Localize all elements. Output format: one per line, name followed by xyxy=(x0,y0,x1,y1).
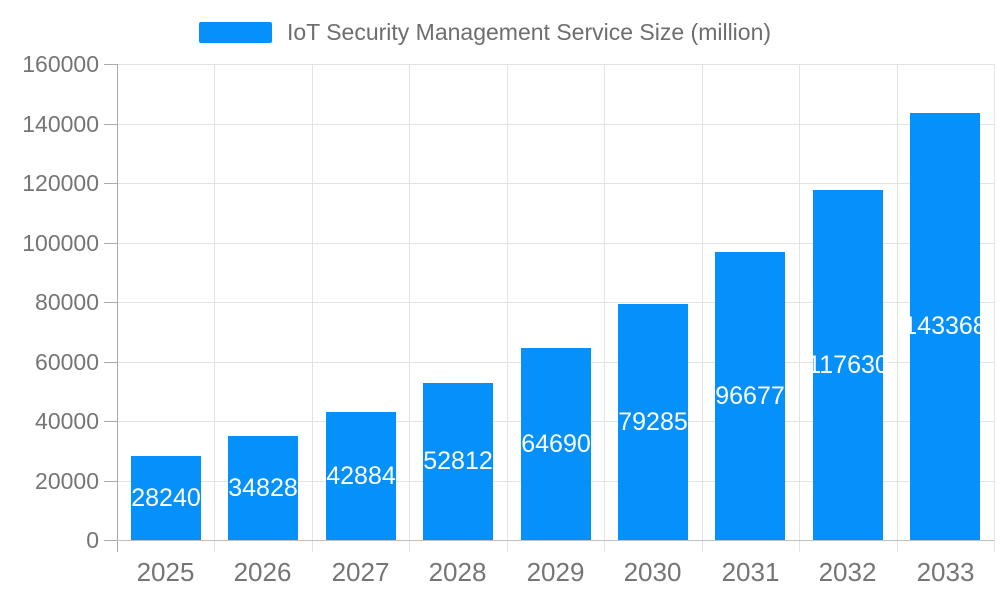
y-tick xyxy=(104,302,117,303)
legend-label: IoT Security Management Service Size (mi… xyxy=(287,19,772,45)
x-tick-label: 2032 xyxy=(818,557,877,587)
gridline-vertical xyxy=(799,64,800,552)
bar[interactable]: 52812 xyxy=(423,383,493,540)
x-tick-label: 2033 xyxy=(916,557,975,587)
y-tick xyxy=(104,243,117,244)
bar[interactable]: 79285 xyxy=(618,304,688,540)
bar[interactable]: 96677 xyxy=(715,252,785,540)
y-tick-label: 20000 xyxy=(35,468,99,494)
gridline-vertical xyxy=(702,64,703,552)
y-axis-line xyxy=(117,64,118,552)
y-tick xyxy=(104,481,117,482)
bar[interactable]: 64690 xyxy=(521,348,591,540)
x-tick-label: 2027 xyxy=(331,557,390,587)
bar-value-label: 79285 xyxy=(618,407,688,436)
bar[interactable]: 42884 xyxy=(326,412,396,540)
gridline-vertical xyxy=(214,64,215,552)
bar-value-label: 96677 xyxy=(715,381,785,410)
bar-value-label: 34828 xyxy=(228,473,298,502)
y-tick-label: 120000 xyxy=(22,170,99,196)
x-tick-label: 2026 xyxy=(233,557,292,587)
x-tick-label: 2030 xyxy=(623,557,682,587)
bar[interactable]: 34828 xyxy=(228,436,298,540)
x-tick-label: 2029 xyxy=(526,557,585,587)
gridline-horizontal xyxy=(117,243,994,244)
gridline-vertical xyxy=(897,64,898,552)
gridline-vertical xyxy=(507,64,508,552)
gridline-vertical xyxy=(604,64,605,552)
x-tick-label: 2031 xyxy=(721,557,780,587)
bar[interactable]: 117630 xyxy=(807,190,889,540)
bar-value-label: 52812 xyxy=(423,447,493,475)
x-tick-label: 2028 xyxy=(428,557,487,587)
y-tick-label: 160000 xyxy=(22,51,99,77)
y-tick-label: 80000 xyxy=(35,289,99,315)
x-tick-label: 2025 xyxy=(136,557,195,587)
bar-value-label: 64690 xyxy=(521,429,591,458)
bar-value-label: 42884 xyxy=(326,461,396,490)
gridline-horizontal xyxy=(117,302,994,303)
y-tick xyxy=(104,183,117,184)
bar-value-label: 117630 xyxy=(807,350,889,379)
y-tick-label: 60000 xyxy=(35,349,99,375)
bar[interactable]: 143368 xyxy=(903,113,987,540)
bar[interactable]: 28240 xyxy=(131,456,201,540)
x-axis-line xyxy=(104,540,994,541)
y-tick xyxy=(104,362,117,363)
y-tick xyxy=(104,540,117,541)
gridline-vertical xyxy=(409,64,410,552)
gridline-vertical xyxy=(312,64,313,552)
gridline-horizontal xyxy=(117,124,994,125)
y-tick-label: 140000 xyxy=(22,111,99,137)
legend-swatch xyxy=(199,22,272,43)
y-tick-label: 0 xyxy=(86,527,99,553)
gridline-vertical xyxy=(994,64,995,552)
y-tick xyxy=(104,64,117,65)
bar-value-label: 28240 xyxy=(131,483,201,512)
bar-value-label: 143368 xyxy=(903,312,987,340)
gridline-horizontal xyxy=(117,64,994,65)
y-tick-label: 100000 xyxy=(22,230,99,256)
y-tick-label: 40000 xyxy=(35,408,99,434)
y-tick xyxy=(104,421,117,422)
gridline-horizontal xyxy=(117,183,994,184)
legend[interactable]: IoT Security Management Service Size (mi… xyxy=(199,20,771,45)
y-tick xyxy=(104,124,117,125)
